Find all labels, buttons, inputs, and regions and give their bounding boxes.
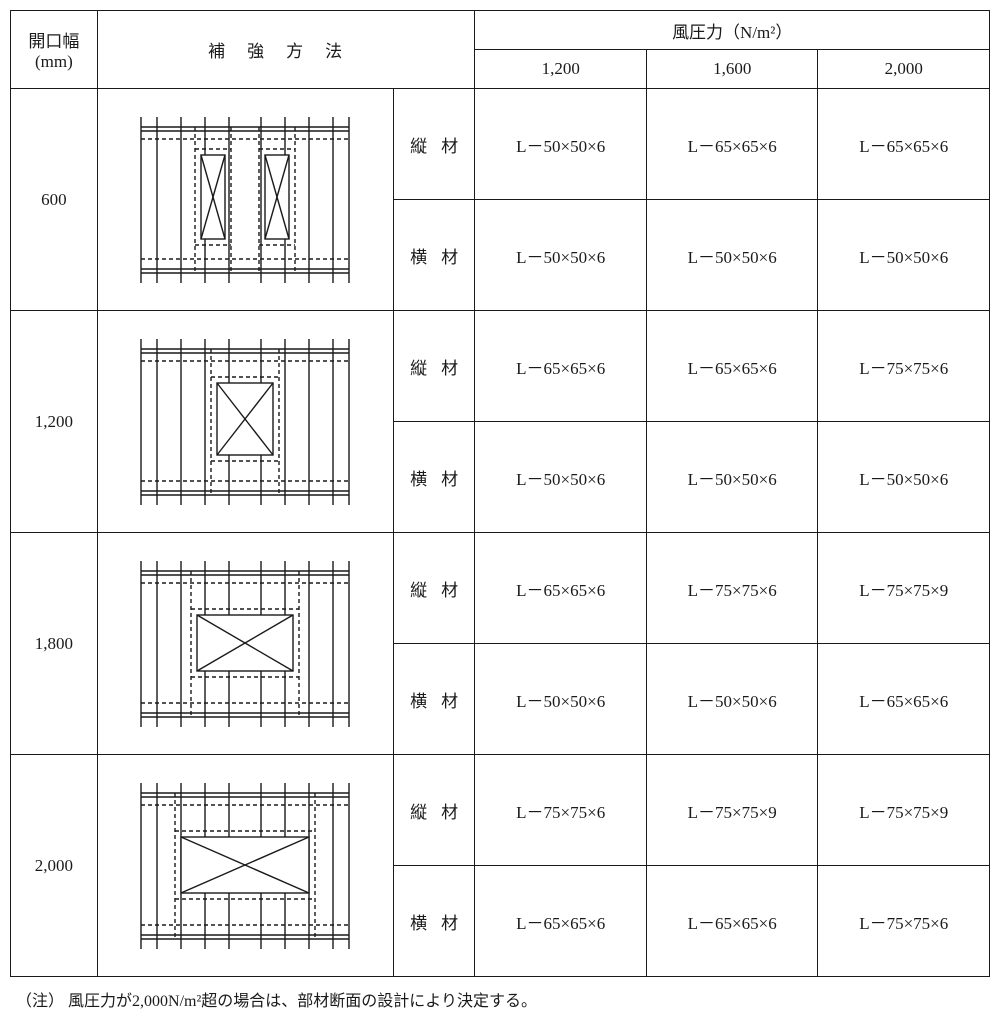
footnote: （注） 風圧力が2,000N/m²超の場合は、部材断面の設計により決定する。 <box>10 977 990 1011</box>
opening-width-cell: 600 <box>11 89 98 311</box>
reinforcement-table: 開口幅 (mm) 補強方法 風圧力（N/m²） 1,200 1,600 2,00… <box>10 10 990 977</box>
member-label-horizontal: 横材 <box>393 644 475 755</box>
member-label-vertical: 縦材 <box>393 311 475 422</box>
header-opening-width: 開口幅 (mm) <box>11 11 98 89</box>
value-cell: L－50×50×6 <box>646 644 818 755</box>
reinforcement-diagram <box>97 533 393 755</box>
value-cell: L－50×50×6 <box>475 422 647 533</box>
value-cell: L－50×50×6 <box>475 644 647 755</box>
value-cell: L－50×50×6 <box>475 200 647 311</box>
value-cell: L－75×75×6 <box>818 311 990 422</box>
value-cell: L－65×65×6 <box>818 89 990 200</box>
value-cell: L－50×50×6 <box>818 200 990 311</box>
header-reinforcement-method: 補強方法 <box>97 11 475 89</box>
value-cell: L－50×50×6 <box>646 422 818 533</box>
value-cell: L－75×75×9 <box>818 755 990 866</box>
member-label-horizontal: 横材 <box>393 200 475 311</box>
value-cell: L－50×50×6 <box>475 89 647 200</box>
opening-width-cell: 2,000 <box>11 755 98 977</box>
value-cell: L－65×65×6 <box>475 533 647 644</box>
value-cell: L－65×65×6 <box>646 311 818 422</box>
header-wind-pressure: 風圧力（N/m²） <box>475 11 990 50</box>
value-cell: L－75×75×6 <box>818 866 990 977</box>
header-pressure-1: 1,600 <box>646 50 818 89</box>
value-cell: L－65×65×6 <box>646 89 818 200</box>
header-pressure-2: 2,000 <box>818 50 990 89</box>
reinforcement-diagram <box>97 755 393 977</box>
value-cell: L－75×75×6 <box>475 755 647 866</box>
member-label-vertical: 縦材 <box>393 89 475 200</box>
reinforcement-diagram <box>97 89 393 311</box>
value-cell: L－65×65×6 <box>475 866 647 977</box>
value-cell: L－65×65×6 <box>646 866 818 977</box>
value-cell: L－50×50×6 <box>818 422 990 533</box>
member-label-horizontal: 横材 <box>393 866 475 977</box>
member-label-vertical: 縦材 <box>393 755 475 866</box>
value-cell: L－75×75×9 <box>646 755 818 866</box>
value-cell: L－75×75×9 <box>818 533 990 644</box>
member-label-horizontal: 横材 <box>393 422 475 533</box>
opening-width-cell: 1,200 <box>11 311 98 533</box>
value-cell: L－65×65×6 <box>818 644 990 755</box>
member-label-vertical: 縦材 <box>393 533 475 644</box>
value-cell: L－65×65×6 <box>475 311 647 422</box>
reinforcement-diagram <box>97 311 393 533</box>
header-pressure-0: 1,200 <box>475 50 647 89</box>
opening-width-cell: 1,800 <box>11 533 98 755</box>
value-cell: L－50×50×6 <box>646 200 818 311</box>
value-cell: L－75×75×6 <box>646 533 818 644</box>
